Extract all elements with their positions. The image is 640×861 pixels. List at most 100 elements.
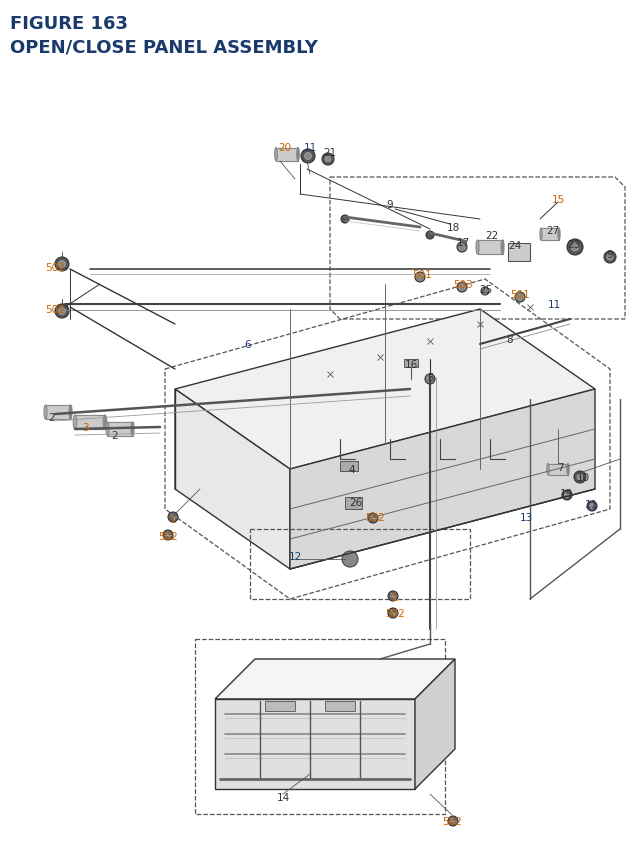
- Circle shape: [388, 608, 398, 618]
- Polygon shape: [276, 148, 298, 161]
- Text: 12: 12: [289, 551, 301, 561]
- Circle shape: [425, 375, 435, 385]
- Text: 502: 502: [158, 531, 178, 542]
- Polygon shape: [108, 423, 132, 437]
- Circle shape: [341, 216, 349, 224]
- Circle shape: [515, 293, 525, 303]
- Polygon shape: [404, 360, 418, 368]
- Ellipse shape: [131, 423, 134, 437]
- Circle shape: [305, 153, 312, 160]
- Text: 9: 9: [607, 250, 613, 260]
- Polygon shape: [508, 244, 530, 262]
- Circle shape: [58, 308, 65, 315]
- Ellipse shape: [106, 423, 109, 437]
- Polygon shape: [345, 498, 362, 510]
- Text: 11: 11: [303, 143, 317, 152]
- Text: 2: 2: [49, 412, 55, 423]
- Text: 502: 502: [365, 512, 385, 523]
- Circle shape: [457, 282, 467, 293]
- Circle shape: [567, 239, 583, 256]
- Text: 502: 502: [385, 608, 405, 618]
- Text: 4: 4: [349, 464, 355, 474]
- Circle shape: [55, 305, 69, 319]
- Text: 27: 27: [547, 226, 559, 236]
- Polygon shape: [541, 229, 559, 241]
- Circle shape: [415, 273, 425, 282]
- Circle shape: [571, 244, 579, 251]
- Text: 9: 9: [387, 200, 394, 210]
- Polygon shape: [175, 310, 595, 469]
- Circle shape: [388, 592, 398, 601]
- Circle shape: [163, 530, 173, 541]
- Circle shape: [58, 261, 65, 268]
- Circle shape: [564, 493, 570, 498]
- Text: 8: 8: [507, 335, 513, 344]
- Polygon shape: [415, 660, 455, 789]
- Text: 13: 13: [520, 512, 532, 523]
- Text: 1: 1: [170, 514, 176, 524]
- Text: 26: 26: [349, 498, 363, 507]
- Polygon shape: [175, 389, 290, 569]
- Text: 21: 21: [323, 148, 337, 158]
- Text: 502: 502: [442, 816, 462, 826]
- Polygon shape: [215, 699, 415, 789]
- Circle shape: [481, 288, 489, 295]
- Polygon shape: [75, 416, 105, 430]
- Text: 18: 18: [446, 223, 460, 232]
- Circle shape: [322, 154, 334, 166]
- Polygon shape: [340, 461, 358, 472]
- Polygon shape: [290, 389, 595, 569]
- Text: 501: 501: [412, 269, 432, 280]
- Ellipse shape: [501, 241, 504, 255]
- Circle shape: [574, 472, 586, 483]
- Text: 2: 2: [112, 430, 118, 441]
- Polygon shape: [215, 660, 455, 699]
- Text: 3: 3: [82, 423, 88, 432]
- Polygon shape: [477, 241, 502, 255]
- Text: 20: 20: [278, 143, 292, 152]
- Ellipse shape: [103, 416, 107, 430]
- Circle shape: [587, 501, 597, 511]
- Text: 10: 10: [577, 473, 589, 482]
- Ellipse shape: [297, 148, 300, 161]
- Circle shape: [342, 551, 358, 567]
- Circle shape: [426, 232, 434, 239]
- Circle shape: [168, 512, 178, 523]
- Circle shape: [607, 255, 613, 261]
- Polygon shape: [548, 464, 568, 475]
- Circle shape: [301, 150, 315, 164]
- Polygon shape: [265, 701, 295, 711]
- Text: 503: 503: [453, 280, 473, 289]
- Ellipse shape: [558, 229, 560, 241]
- Circle shape: [562, 491, 572, 500]
- Circle shape: [457, 243, 467, 253]
- Ellipse shape: [275, 148, 277, 161]
- Text: 1: 1: [392, 592, 398, 603]
- Text: 15: 15: [552, 195, 564, 205]
- Circle shape: [448, 816, 458, 826]
- Text: 25: 25: [479, 285, 493, 294]
- Polygon shape: [45, 406, 70, 419]
- Text: 5: 5: [427, 373, 433, 382]
- Circle shape: [589, 504, 595, 509]
- Text: 24: 24: [508, 241, 522, 251]
- Text: 23: 23: [568, 239, 580, 250]
- Text: 501: 501: [510, 289, 530, 300]
- Circle shape: [604, 251, 616, 263]
- Text: 502: 502: [45, 305, 65, 314]
- Text: 11: 11: [547, 300, 561, 310]
- Text: 17: 17: [456, 238, 470, 248]
- Text: 14: 14: [276, 792, 290, 802]
- Text: 22: 22: [485, 231, 499, 241]
- Ellipse shape: [540, 229, 542, 241]
- Ellipse shape: [476, 241, 479, 255]
- Circle shape: [325, 157, 331, 163]
- Text: FIGURE 163: FIGURE 163: [10, 15, 128, 33]
- Ellipse shape: [44, 406, 47, 419]
- Ellipse shape: [73, 416, 77, 430]
- Text: 502: 502: [45, 263, 65, 273]
- Circle shape: [577, 474, 583, 480]
- Text: 16: 16: [404, 360, 418, 369]
- Text: 6: 6: [244, 339, 252, 350]
- Text: 7: 7: [557, 462, 563, 473]
